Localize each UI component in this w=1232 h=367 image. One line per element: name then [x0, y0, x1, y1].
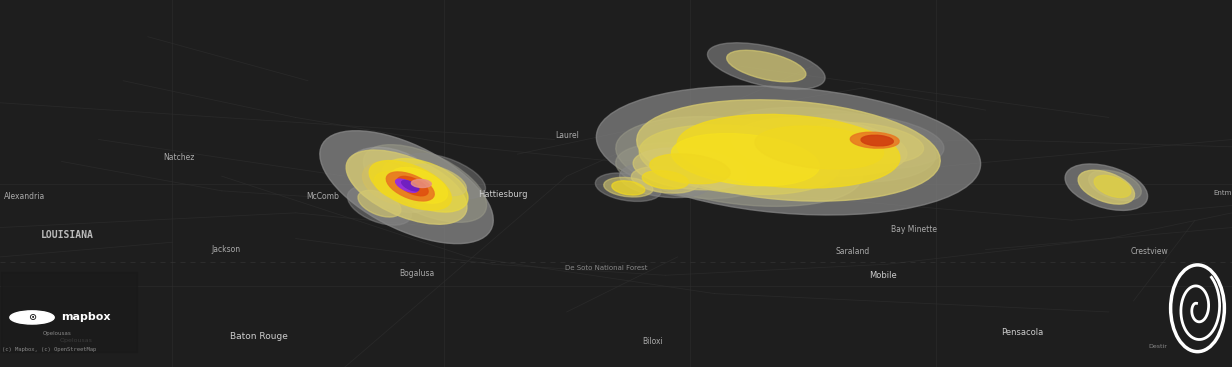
Ellipse shape	[616, 143, 764, 199]
Ellipse shape	[375, 172, 414, 199]
Text: De Soto National Forest: De Soto National Forest	[565, 265, 647, 271]
Text: Opelousas: Opelousas	[42, 331, 71, 337]
Text: Alexandria: Alexandria	[4, 192, 46, 201]
Ellipse shape	[716, 108, 935, 182]
Ellipse shape	[1094, 175, 1131, 197]
Ellipse shape	[382, 159, 468, 212]
Ellipse shape	[612, 181, 644, 195]
Ellipse shape	[649, 154, 731, 184]
Ellipse shape	[346, 150, 467, 224]
Text: Mobile: Mobile	[870, 271, 897, 280]
Ellipse shape	[678, 115, 899, 188]
Ellipse shape	[671, 134, 819, 186]
Ellipse shape	[402, 181, 419, 191]
Text: Jackson: Jackson	[211, 245, 240, 254]
Ellipse shape	[620, 162, 711, 197]
Ellipse shape	[320, 131, 493, 244]
Ellipse shape	[801, 123, 924, 164]
Ellipse shape	[1064, 164, 1148, 210]
Ellipse shape	[363, 145, 487, 222]
Ellipse shape	[732, 117, 907, 176]
Ellipse shape	[604, 177, 653, 197]
Text: Hattiesburg: Hattiesburg	[478, 190, 527, 199]
Ellipse shape	[370, 161, 451, 210]
Ellipse shape	[861, 135, 893, 146]
Text: ⊙: ⊙	[28, 312, 36, 323]
Ellipse shape	[642, 171, 689, 189]
Text: Baton Rouge: Baton Rouge	[230, 333, 287, 341]
Ellipse shape	[633, 148, 747, 190]
Ellipse shape	[755, 126, 883, 169]
Ellipse shape	[637, 100, 940, 201]
Text: LOUISIANA: LOUISIANA	[42, 230, 94, 240]
Ellipse shape	[391, 167, 447, 203]
Ellipse shape	[616, 117, 862, 206]
Circle shape	[10, 311, 54, 324]
Text: (c) Mapbox, (c) OpenStreetMap: (c) Mapbox, (c) OpenStreetMap	[2, 347, 97, 352]
Ellipse shape	[398, 177, 428, 196]
Ellipse shape	[347, 186, 411, 225]
Ellipse shape	[595, 173, 662, 201]
Text: Natchez: Natchez	[163, 153, 195, 162]
Ellipse shape	[411, 179, 431, 188]
Ellipse shape	[850, 132, 899, 148]
Text: Opelousas: Opelousas	[60, 338, 92, 343]
Ellipse shape	[1078, 170, 1135, 204]
Text: Pensacola: Pensacola	[1002, 328, 1044, 337]
Ellipse shape	[395, 179, 418, 192]
Ellipse shape	[359, 190, 400, 217]
Ellipse shape	[347, 147, 441, 212]
Ellipse shape	[639, 125, 839, 195]
Ellipse shape	[631, 167, 700, 193]
Ellipse shape	[402, 153, 485, 199]
Text: Bay Minette: Bay Minette	[891, 225, 938, 234]
Text: Destir: Destir	[1148, 344, 1168, 349]
Text: Crestview: Crestview	[1131, 247, 1168, 256]
Ellipse shape	[408, 164, 467, 196]
Ellipse shape	[387, 172, 434, 201]
Text: Entm: Entm	[1214, 190, 1231, 196]
Ellipse shape	[727, 50, 806, 82]
Text: mapbox: mapbox	[62, 312, 111, 323]
Text: Biloxi: Biloxi	[643, 337, 663, 346]
Text: Bogalusa: Bogalusa	[399, 269, 434, 278]
Text: Laurel: Laurel	[554, 131, 579, 140]
Ellipse shape	[1089, 170, 1141, 200]
Ellipse shape	[707, 43, 825, 89]
Text: McComb: McComb	[307, 192, 339, 201]
Text: Saraland: Saraland	[835, 247, 870, 256]
FancyBboxPatch shape	[1, 272, 137, 352]
Ellipse shape	[781, 114, 944, 169]
Ellipse shape	[596, 86, 981, 215]
Ellipse shape	[362, 162, 426, 205]
